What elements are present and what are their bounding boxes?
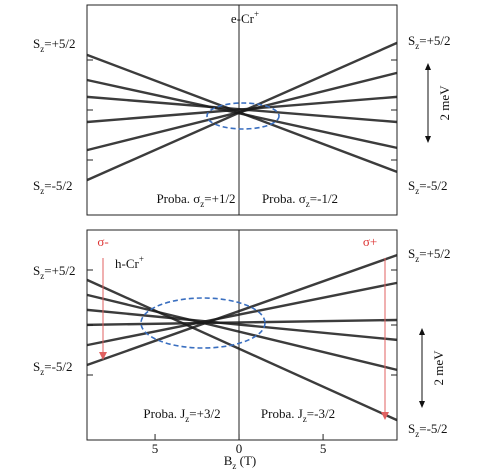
label-text: =+5/2 xyxy=(419,33,450,48)
label-sub: z xyxy=(40,367,44,377)
level-line xyxy=(86,308,398,342)
label-text: =+5/2 xyxy=(44,36,75,51)
state-label: Sz=+5/2 xyxy=(33,36,76,54)
level-line xyxy=(86,95,398,124)
side-ticks xyxy=(87,59,397,376)
level-line xyxy=(86,41,398,182)
label-text: S xyxy=(408,178,415,193)
label-text: =-1/2 xyxy=(310,191,338,206)
probability-label: Proba. σz=-1/2 xyxy=(262,191,338,209)
scale-label: 2 meV xyxy=(431,350,446,386)
highlight-ellipse xyxy=(206,102,280,130)
label-sub: z xyxy=(200,199,204,209)
label-text: S xyxy=(33,263,40,278)
panel-frame xyxy=(86,229,398,441)
label-text: Proba. J xyxy=(261,406,303,421)
state-label: Sz=+5/2 xyxy=(33,263,76,281)
probability-label: Proba. Jz=+3/2 xyxy=(143,406,220,424)
label-text: Proba. σ xyxy=(262,191,306,206)
level-line xyxy=(86,318,398,327)
label-sup: + xyxy=(139,254,144,264)
label-sub: z xyxy=(415,41,419,51)
level-line xyxy=(86,278,398,422)
state-label: Sz=+5/2 xyxy=(408,33,451,51)
label-text: =+1/2 xyxy=(204,191,235,206)
label-sub: z xyxy=(40,44,44,54)
label-sup: + xyxy=(254,9,259,19)
state-label: Sz=-5/2 xyxy=(33,359,73,377)
transition-arrows xyxy=(99,258,389,420)
panel-title: e-Cr+ xyxy=(231,9,259,26)
label-sub: z xyxy=(306,199,310,209)
label-text: =+3/2 xyxy=(189,406,220,421)
label-sub: z xyxy=(40,186,44,196)
level-line xyxy=(86,253,398,367)
level-line xyxy=(86,293,398,372)
x-axis-label: Bz (T) xyxy=(224,453,257,471)
label-sub: z xyxy=(185,414,189,424)
label-sub: z xyxy=(303,414,307,424)
label-text: e-Cr xyxy=(231,11,255,26)
panel-title: h-Cr+ xyxy=(115,254,144,271)
label-text: B xyxy=(224,453,233,468)
level-line xyxy=(86,78,398,150)
level-line xyxy=(86,281,398,347)
lines xyxy=(86,41,398,422)
label-text: S xyxy=(408,33,415,48)
label-sub: z xyxy=(415,429,419,439)
label-text: =-5/2 xyxy=(44,178,72,193)
label-text: (T) xyxy=(236,453,256,468)
label-text: S xyxy=(408,421,415,436)
label-text: =+5/2 xyxy=(44,263,75,278)
x-tick-label: 0 xyxy=(236,441,243,456)
label-text: S xyxy=(408,246,415,261)
label-sub: z xyxy=(40,271,44,281)
state-label: Sz=-5/2 xyxy=(408,178,448,196)
label-text: h-Cr xyxy=(115,256,140,271)
x-tick-label: 5 xyxy=(152,441,159,456)
polarization-label: σ- xyxy=(97,234,108,249)
scale-bars xyxy=(419,63,431,408)
label-text: Proba. σ xyxy=(156,191,200,206)
x-tick-label: 5 xyxy=(320,441,327,456)
label-sub: z xyxy=(415,254,419,264)
label-text: =-3/2 xyxy=(307,406,335,421)
highlight-ellipse xyxy=(140,297,266,349)
label-sub: z xyxy=(415,186,419,196)
label-text: =+5/2 xyxy=(419,246,450,261)
label-sub: z xyxy=(232,461,236,471)
label-text: =-5/2 xyxy=(44,359,72,374)
polarization-label: σ+ xyxy=(363,234,377,249)
state-label: Sz=-5/2 xyxy=(408,421,448,439)
scale-label: 2 meV xyxy=(437,85,452,121)
label-text: S xyxy=(33,178,40,193)
state-label: Sz=-5/2 xyxy=(33,178,73,196)
label-text: Proba. J xyxy=(143,406,185,421)
label-text: S xyxy=(33,359,40,374)
probability-label: Proba. σz=+1/2 xyxy=(156,191,235,209)
label-text: =-5/2 xyxy=(419,178,447,193)
state-label: Sz=+5/2 xyxy=(408,246,451,264)
probability-label: Proba. Jz=-3/2 xyxy=(261,406,335,424)
label-text: S xyxy=(33,36,40,51)
label-text: =-5/2 xyxy=(419,421,447,436)
